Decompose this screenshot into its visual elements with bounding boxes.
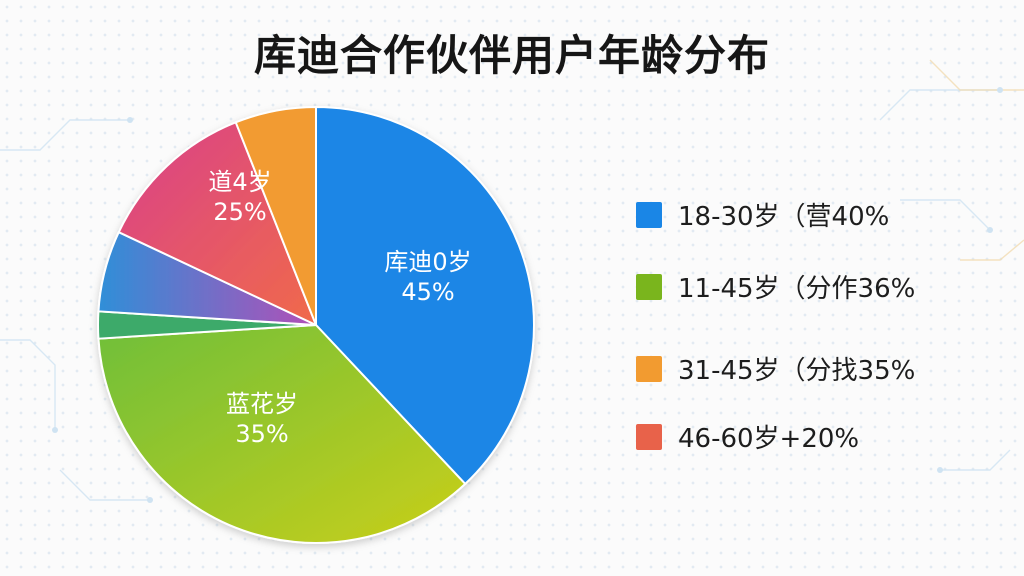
legend-swatch-3 <box>636 355 662 382</box>
slice-label-pink: 道4岁 25% <box>208 168 271 226</box>
legend-item-3: 31-45岁（分找35% <box>636 350 915 387</box>
legend-label-3: 31-45岁（分找35% <box>678 356 916 386</box>
pie-slice-pink <box>117 121 318 327</box>
pie-slice-orange <box>234 105 317 326</box>
legend-item-1: 18-30岁（营40% <box>636 196 889 233</box>
chart-title: 库迪合作伙伴用户年龄分布 <box>253 31 770 80</box>
pie-slices <box>97 105 535 544</box>
legend-swatch-2 <box>636 273 662 300</box>
pie-slice-blue <box>315 105 535 486</box>
legend-label-4: 46-60岁+20% <box>678 424 860 454</box>
legend-swatch-4 <box>636 423 662 450</box>
legend-item-4: 46-60岁+20% <box>636 418 859 455</box>
slice-label-blue: 库迪0岁 45% <box>384 248 471 306</box>
slice-label-green: 蓝花岁 35% <box>226 390 298 448</box>
legend-label-2: 11-45岁（分作36% <box>678 274 916 304</box>
legend-label-1: 18-30岁（营40% <box>678 202 890 232</box>
legend-item-2: 11-45岁（分作36% <box>636 268 915 305</box>
legend-swatch-1 <box>636 201 662 228</box>
pie-slice-green <box>97 323 467 544</box>
